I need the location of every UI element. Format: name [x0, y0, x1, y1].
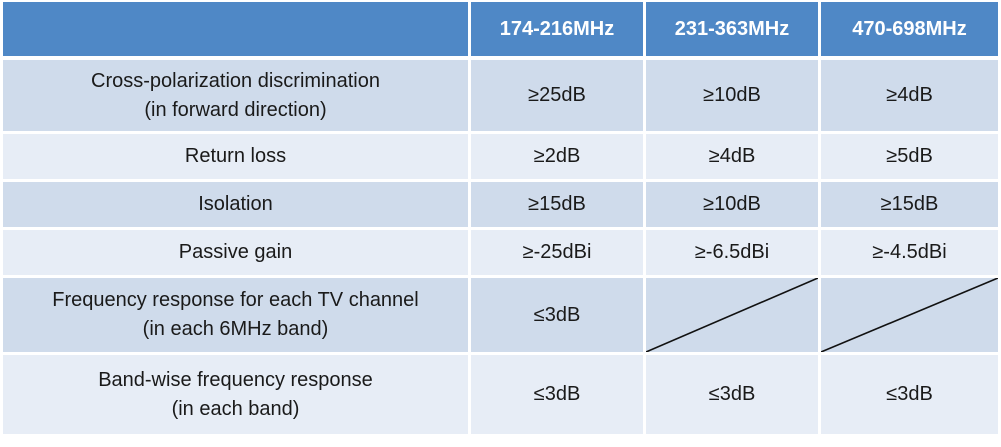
param-cell: Band-wise frequency response (in each ba… [3, 355, 471, 434]
value-cell: ≥25dB [471, 60, 646, 134]
table-row: Frequency response for each TV channel (… [3, 278, 998, 355]
param-cell: Frequency response for each TV channel (… [3, 278, 471, 355]
param-label: Frequency response for each TV channel [52, 289, 419, 311]
header-band-2: 231-363MHz [646, 2, 821, 60]
param-label: Cross-polarization discrimination [91, 69, 380, 92]
value-cell: ≥-25dBi [471, 230, 646, 278]
value-cell: ≥10dB [646, 182, 821, 230]
header-corner-cell [3, 2, 471, 60]
value-cell: ≥-6.5dBi [646, 230, 821, 278]
header-band-1: 174-216MHz [471, 2, 646, 60]
not-applicable-cell [821, 278, 998, 355]
not-applicable-cell [646, 278, 821, 355]
param-label: Band-wise frequency response [98, 368, 373, 391]
param-cell: Passive gain [3, 230, 471, 278]
param-cell: Cross-polarization discrimination (in fo… [3, 60, 471, 134]
value-cell: ≤3dB [646, 355, 821, 434]
param-cell: Return loss [3, 134, 471, 182]
table-row: Isolation ≥15dB ≥10dB ≥15dB [3, 182, 998, 230]
param-sublabel: (in each 6MHz band) [142, 318, 329, 340]
value-cell: ≤3dB [821, 355, 998, 434]
table-row: Return loss ≥2dB ≥4dB ≥5dB [3, 134, 998, 182]
value-cell: ≥4dB [646, 134, 821, 182]
value-cell: ≥4dB [821, 60, 998, 134]
param-sublabel: (in each band) [171, 397, 300, 420]
param-sublabel: (in forward direction) [144, 98, 327, 121]
value-cell: ≤3dB [471, 355, 646, 434]
value-cell: ≥2dB [471, 134, 646, 182]
value-cell: ≥5dB [821, 134, 998, 182]
value-cell: ≥10dB [646, 60, 821, 134]
value-cell: ≥-4.5dBi [821, 230, 998, 278]
diagonal-slash-icon [821, 278, 998, 352]
value-cell: ≥15dB [471, 182, 646, 230]
spec-table: 174-216MHz 231-363MHz 470-698MHz Cross-p… [3, 2, 998, 434]
table-row: Band-wise frequency response (in each ba… [3, 355, 998, 434]
diagonal-slash-icon [646, 278, 818, 352]
param-label: Return loss [184, 145, 287, 167]
param-label: Passive gain [178, 241, 293, 263]
value-cell: ≤3dB [471, 278, 646, 355]
header-band-3: 470-698MHz [821, 2, 998, 60]
value-cell: ≥15dB [821, 182, 998, 230]
table-row: Passive gain ≥-25dBi ≥-6.5dBi ≥-4.5dBi [3, 230, 998, 278]
param-cell: Isolation [3, 182, 471, 230]
table-row: Cross-polarization discrimination (in fo… [3, 60, 998, 134]
header-row: 174-216MHz 231-363MHz 470-698MHz [3, 2, 998, 60]
param-label: Isolation [198, 193, 273, 215]
